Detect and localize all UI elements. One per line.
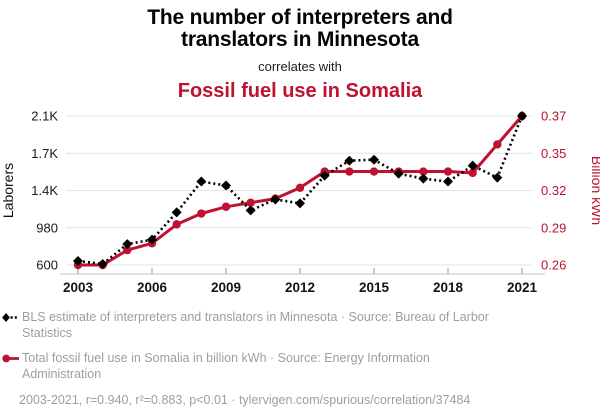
x-axis-tick-label: 2006	[137, 280, 168, 295]
minnesota-data-point	[344, 155, 355, 166]
minnesota-data-point	[73, 256, 83, 267]
x-axis-tick-label: 2009	[211, 280, 241, 295]
minnesota-data-point	[517, 111, 527, 121]
legend-label-minnesota: BLS estimate of interpreters and transla…	[22, 310, 489, 340]
somalia-data-point	[246, 198, 255, 207]
minnesota-data-point	[97, 259, 108, 270]
x-axis-tick-label: 2003	[63, 280, 94, 295]
somalia-data-point	[493, 140, 502, 149]
right-axis-title: Billion kWh	[589, 156, 600, 225]
right-axis-tick-label: 0.37	[541, 109, 566, 124]
minnesota-data-point	[467, 160, 478, 171]
secondary-title: Fossil fuel use in Somalia	[177, 80, 423, 102]
footer-stats: 2003-2021, r=0.940, r²=0.883, p<0.01 · t…	[19, 393, 471, 407]
somalia-data-point	[369, 167, 379, 176]
right-axis-tick-label: 0.32	[541, 183, 566, 198]
somalia-data-point	[468, 168, 477, 178]
somalia-data-point	[172, 220, 181, 229]
minnesota-data-point	[171, 207, 182, 218]
legend: BLS estimate of interpreters and transla…	[0, 305, 600, 382]
minnesota-data-point	[418, 173, 429, 184]
page-title: The number of interpreters and translato…	[147, 6, 453, 51]
somalia-data-point	[221, 202, 231, 211]
minnesota-data-point	[147, 234, 157, 245]
minnesota-data-point	[443, 176, 453, 187]
minnesota-data-point	[492, 172, 503, 183]
minnesota-data-point	[295, 198, 305, 209]
left-axis-title: Laborers	[0, 163, 16, 218]
left-axis-tick-label: 1.7K	[31, 146, 58, 161]
x-axis-tick-label: 2021	[507, 280, 538, 295]
minnesota-data-point	[319, 170, 330, 181]
somalia-data-point	[419, 167, 428, 176]
legend-item-somalia: Total fossil fuel use in Somalia in bill…	[2, 350, 600, 382]
minnesota-data-point	[270, 194, 281, 205]
minnesota-data-point	[196, 176, 207, 187]
legend-item-minnesota: BLS estimate of interpreters and transla…	[2, 309, 600, 341]
x-axis-tick-label: 2015	[359, 280, 390, 295]
title-block: The number of interpreters and translato…	[0, 0, 600, 103]
title-connector: correlates with	[258, 59, 342, 74]
red-circle-solid-line-icon	[2, 354, 19, 363]
somalia-data-point	[345, 167, 354, 176]
left-axis-tick-label: 980	[36, 220, 58, 235]
left-axis-tick-label: 1.4K	[31, 183, 58, 198]
right-axis-tick-label: 0.29	[541, 220, 566, 235]
somalia-data-point	[443, 167, 453, 176]
x-axis-tick-label: 2012	[285, 280, 315, 295]
x-axis-tick-label: 2018	[433, 280, 464, 295]
legend-label-somalia: Total fossil fuel use in Somalia in bill…	[22, 351, 430, 381]
somalia-data-point	[197, 209, 206, 218]
minnesota-data-point	[393, 168, 404, 179]
minnesota-data-point	[221, 180, 231, 191]
black-diamond-dotted-line-icon	[2, 313, 19, 322]
left-axis-tick-label: 600	[36, 258, 58, 273]
somalia-data-point	[123, 245, 132, 255]
minnesota-data-point	[245, 205, 256, 216]
minnesota-data-point	[122, 239, 133, 250]
right-axis-tick-label: 0.26	[541, 258, 566, 273]
somalia-data-point	[295, 183, 305, 192]
left-axis-tick-label: 2.1K	[31, 109, 58, 124]
minnesota-data-point	[369, 154, 379, 165]
right-axis-tick-label: 0.35	[541, 146, 566, 161]
